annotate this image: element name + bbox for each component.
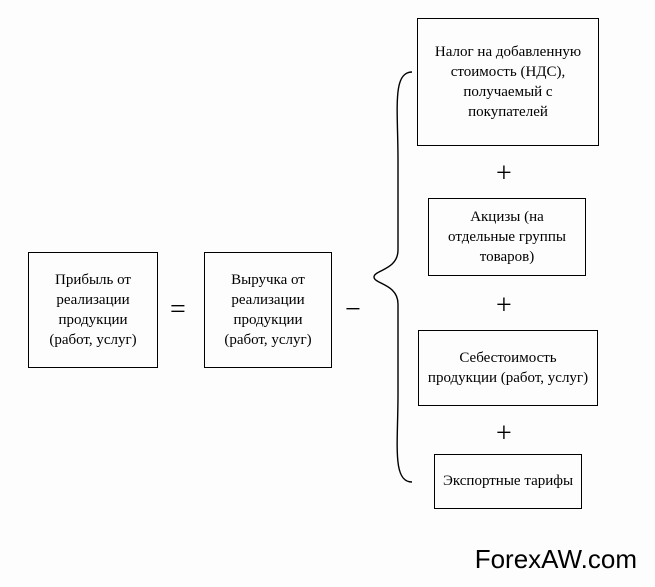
brace-icon [368, 70, 414, 484]
box-revenue: Выручка от реализации продукции (работ, … [204, 252, 332, 368]
op-plus1-symbol: + [496, 158, 512, 189]
op-equals: = [170, 294, 186, 326]
box-vat: Налог на добавленную стоимость (НДС), по… [417, 18, 599, 146]
op-plus2-symbol: + [496, 290, 512, 321]
op-plus3: + [496, 418, 512, 450]
box-revenue-text: Выручка от реализации продукции (работ, … [211, 270, 325, 351]
op-plus3-symbol: + [496, 418, 512, 449]
box-export: Экспортные тарифы [434, 454, 582, 509]
op-minus-symbol: − [345, 294, 361, 325]
box-cost: Себестоимость продукции (работ, услуг) [418, 330, 598, 406]
box-cost-text: Себестоимость продукции (работ, услуг) [425, 348, 591, 389]
op-equals-symbol: = [170, 294, 186, 325]
box-excise: Акцизы (на отдельные группы товаров) [428, 198, 586, 276]
op-plus1: + [496, 158, 512, 190]
box-export-text: Экспортные тарифы [443, 471, 573, 491]
op-minus: − [345, 294, 361, 326]
box-profit: Прибыль от реализации продукции (работ, … [28, 252, 158, 368]
box-excise-text: Акцизы (на отдельные группы товаров) [435, 207, 579, 268]
box-profit-text: Прибыль от реализации продукции (работ, … [35, 270, 151, 351]
box-vat-text: Налог на добавленную стоимость (НДС), по… [424, 42, 592, 123]
op-plus2: + [496, 290, 512, 322]
watermark-text: ForexAW.com [475, 544, 637, 575]
